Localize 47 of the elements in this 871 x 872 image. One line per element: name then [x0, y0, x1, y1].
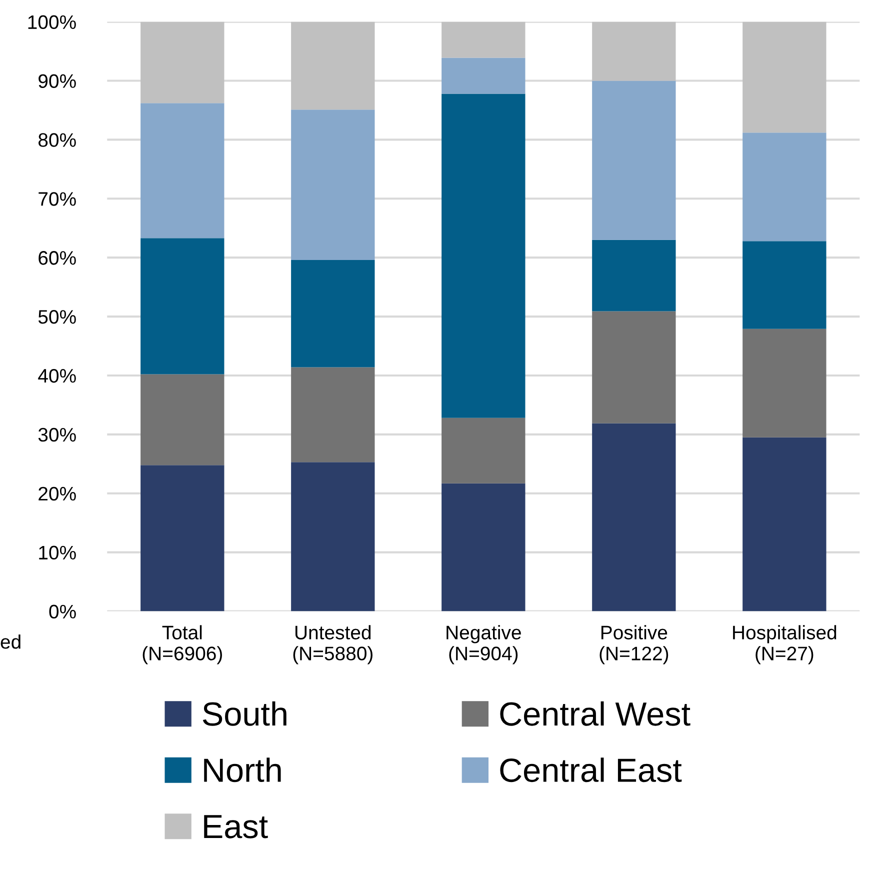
legend-label: Central East — [500, 758, 682, 782]
bar — [442, 58, 526, 94]
bar — [291, 260, 375, 368]
bar — [291, 462, 375, 612]
bar — [592, 240, 676, 312]
bar — [592, 22, 676, 81]
bar — [592, 80, 676, 240]
y-tick-label: 60% — [38, 251, 76, 265]
bar — [140, 238, 224, 374]
bar — [140, 22, 224, 104]
bar — [442, 483, 526, 612]
bar — [592, 423, 676, 612]
bar — [140, 374, 224, 466]
y-tick-label: 90% — [38, 74, 76, 88]
x-tick-label: Positive (N=122) — [600, 625, 668, 664]
y-tick-label: 50% — [38, 310, 76, 324]
y-tick-label: 20% — [38, 486, 76, 501]
y-tick-label: 10% — [39, 546, 76, 560]
legend-label: South — [202, 701, 286, 726]
bar — [140, 465, 224, 612]
y-tick-label: 0% — [49, 604, 76, 619]
bar — [592, 311, 676, 424]
legend-label: North — [204, 758, 281, 782]
y-tick-label: 100% — [28, 15, 76, 30]
y-tick-label: 80% — [38, 133, 76, 147]
bar — [742, 437, 826, 612]
x-tick-label: Total (N=6906) — [142, 625, 222, 664]
bar — [742, 328, 826, 438]
bar — [291, 367, 375, 462]
y-tick-label: 40% — [38, 368, 76, 383]
bar — [291, 22, 375, 110]
bar — [291, 110, 375, 260]
bar — [742, 132, 826, 242]
bar — [442, 418, 526, 484]
y-tick-label: 70% — [38, 192, 76, 206]
bar — [442, 22, 526, 58]
x-tick-label: Untested (N=5880) — [293, 625, 372, 664]
bar — [742, 241, 826, 329]
bar — [442, 94, 526, 418]
x-tick-label: Negative (N=904) — [446, 625, 521, 664]
legend-label: Central West — [500, 701, 690, 726]
text: ed — [0, 634, 20, 649]
x-tick-label: Hospitalised (N=27) — [733, 625, 836, 664]
y-tick-label: 30% — [38, 428, 76, 442]
bar — [140, 103, 224, 238]
bar — [742, 22, 826, 133]
legend-label: East — [204, 815, 268, 838]
